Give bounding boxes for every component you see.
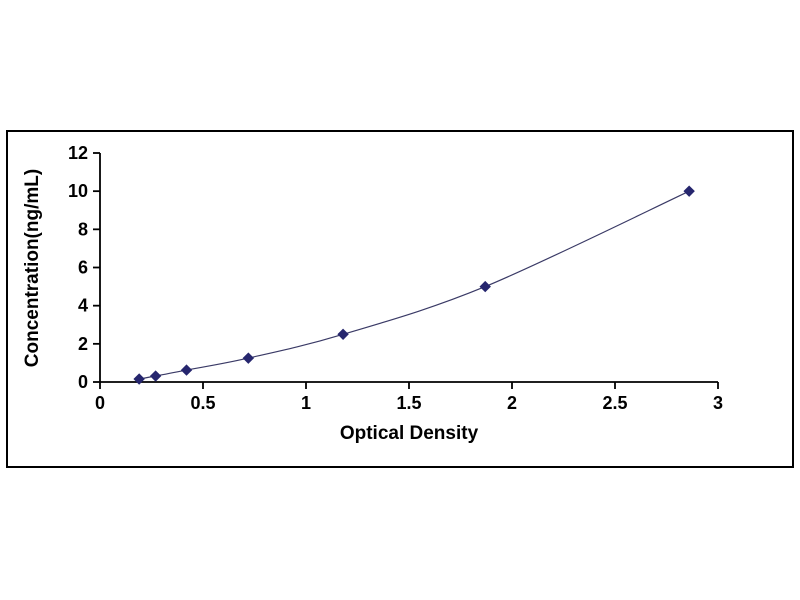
data-point-marker: [683, 185, 695, 197]
data-point-marker: [242, 352, 255, 364]
y-tick-label: 0: [78, 372, 88, 392]
plot-layer: 0 0.5 1 1.5 2 2.5 3 0 2 4 6 8 10 12: [68, 143, 723, 413]
y-tick-label: 6: [78, 258, 88, 278]
y-tick-label: 12: [68, 143, 88, 163]
x-tick-label: 2: [507, 393, 517, 413]
standard-curve-chart: 0 0.5 1 1.5 2 2.5 3 0 2 4 6 8 10 12 Concentration(ng/…: [22, 143, 723, 444]
y-tick-label: 10: [68, 181, 88, 201]
x-tick-label: 2.5: [602, 393, 627, 413]
y-tick-label: 2: [78, 334, 88, 354]
data-point-marker: [149, 370, 162, 382]
data-point-marker: [133, 373, 145, 385]
data-point-marker: [479, 280, 491, 293]
y-axis-label: Concentration(ng/mL): [22, 169, 43, 367]
data-point-marker: [180, 364, 193, 376]
x-tick-label: 0.5: [190, 393, 215, 413]
data-point-marker: [337, 328, 349, 340]
chart-panel: 0 0.5 1 1.5 2 2.5 3 0 2 4 6 8 10 12 Concentration(ng/…: [6, 130, 794, 468]
x-tick-label: 1.5: [396, 393, 421, 413]
y-tick-label: 4: [78, 296, 88, 316]
x-axis-label: Optical Density: [340, 423, 479, 444]
x-tick-label: 0: [95, 393, 105, 413]
y-tick-label: 8: [78, 219, 88, 239]
x-tick-label: 3: [713, 393, 723, 413]
curve-line: [138, 190, 690, 380]
x-tick-label: 1: [301, 393, 311, 413]
